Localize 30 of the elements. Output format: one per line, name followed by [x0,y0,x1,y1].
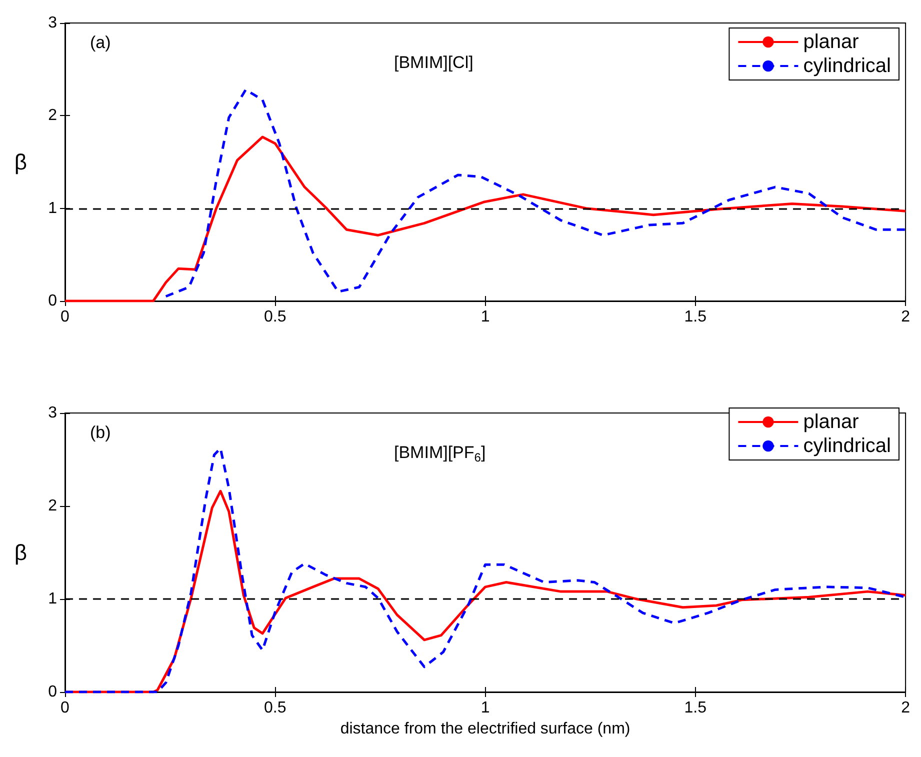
legend-label: cylindrical [803,55,892,77]
x-tick-label: 0.5 [264,700,286,716]
x-tick-label: 0 [60,308,70,326]
x-tick-label: 2 [901,700,910,716]
x-tick-label: 1.5 [684,700,707,716]
line-series [64,136,907,302]
x-tick-label: 1 [480,700,490,716]
annotation: (b) [90,423,111,442]
legend-label: cylindrical [803,435,892,457]
legend-label: planar [803,31,860,53]
y-axis-title: β [14,540,27,565]
y-tick-label: 0 [48,684,58,700]
y-tick-label: 2 [48,107,58,124]
legend-label: planar [803,411,860,433]
annotation: (a) [90,33,111,52]
y-tick-label: 1 [48,590,58,608]
x-tick-label: 2 [901,308,910,326]
x-tick-label: 0 [60,700,70,716]
x-tick-label: 0.5 [264,308,286,326]
x-tick-label: 1 [480,308,490,326]
y-tick-label: 1 [48,200,58,217]
annotation: [BMIM][Cl] [394,53,474,72]
x-axis-title: distance from the electrified surface (nm) [340,720,630,738]
y-tick-label: 3 [48,14,58,32]
y-tick-label: 2 [48,498,58,514]
y-tick-label: 0 [48,292,58,310]
x-tick-label: 1.5 [684,308,707,326]
line-series [164,88,907,298]
y-tick-label: 3 [48,404,58,422]
y-axis-title: β [14,150,27,174]
